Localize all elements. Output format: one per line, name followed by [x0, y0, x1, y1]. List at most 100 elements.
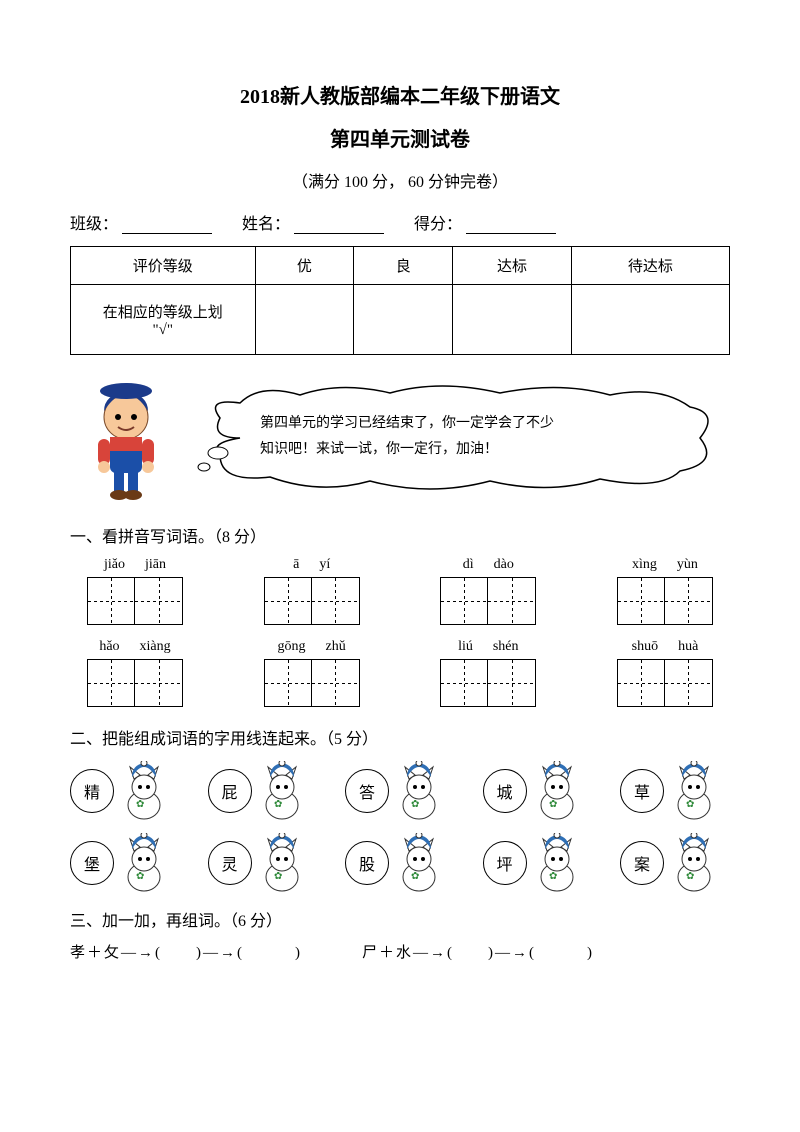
match-circle[interactable]: 坪 — [483, 841, 527, 885]
svg-text:✿: ✿ — [686, 871, 694, 882]
speech-text: 第四单元的学习已经结束了，你一定学会了不少 知识吧！来试一试，你一定行，加油！ — [260, 411, 554, 463]
py-group: jiǎo jiān — [70, 557, 200, 625]
svg-text:✿: ✿ — [274, 871, 282, 882]
py: yí — [319, 557, 330, 573]
tzg-cell[interactable] — [617, 577, 665, 625]
py-group: ā yí — [247, 557, 377, 625]
cat-icon: ✿ — [391, 761, 446, 821]
svg-text:✿: ✿ — [686, 799, 694, 810]
eval-header-3: 达标 — [453, 247, 572, 285]
py: xìng — [632, 557, 657, 573]
tzg-cell[interactable] — [135, 577, 183, 625]
speech-row: 第四单元的学习已经结束了，你一定学会了不少 知识吧！来试一试，你一定行，加油！ — [70, 373, 730, 503]
py: dì — [463, 557, 474, 573]
eval-header-4: 待达标 — [571, 247, 729, 285]
py: jiān — [145, 557, 166, 573]
py: shuō — [632, 639, 658, 655]
evaluation-table: 评价等级 优 良 达标 待达标 在相应的等级上划 "√" — [70, 246, 730, 355]
svg-text:✿: ✿ — [411, 799, 419, 810]
py: dào — [494, 557, 514, 573]
section3-heading: 三、加一加，再组词。（6 分） — [70, 907, 730, 931]
svg-text:✿: ✿ — [411, 871, 419, 882]
equation-row: 孝＋攵―→( )―→( ) 尸＋水―→( )―→( ) — [70, 941, 730, 962]
name-blank[interactable] — [294, 216, 384, 234]
name-label: 姓名： — [242, 210, 290, 234]
tzg-cell[interactable] — [488, 577, 536, 625]
svg-text:✿: ✿ — [549, 871, 557, 882]
eval-cell-liang[interactable] — [354, 285, 453, 355]
tzg-cell[interactable] — [312, 659, 360, 707]
py-group: hǎo xiàng — [70, 639, 200, 707]
cat-icon: ✿ — [116, 761, 171, 821]
svg-text:✿: ✿ — [274, 799, 282, 810]
eval-cell-daidabiao[interactable] — [571, 285, 729, 355]
tzg-cell[interactable] — [488, 659, 536, 707]
pinyin-row-2: hǎo xiàng gōng zhǔ liú shén shuō huà — [70, 639, 730, 707]
tzg-cell[interactable] — [264, 659, 312, 707]
match-circle[interactable]: 屁 — [208, 769, 252, 813]
match-circle[interactable]: 案 — [620, 841, 664, 885]
class-field: 班级： — [70, 210, 212, 234]
py: liú — [458, 639, 473, 655]
eval-header-0: 评价等级 — [71, 247, 256, 285]
tzg-cell[interactable] — [440, 659, 488, 707]
tzg-cell[interactable] — [440, 577, 488, 625]
subtitle: （满分 100 分， 60 分钟完卷） — [70, 168, 730, 192]
py: zhǔ — [326, 639, 346, 655]
cat-icon: ✿ — [666, 761, 721, 821]
tzg-cell[interactable] — [617, 659, 665, 707]
match-circle[interactable]: 堡 — [70, 841, 114, 885]
eval-cell-you[interactable] — [255, 285, 354, 355]
tzg-cell[interactable] — [135, 659, 183, 707]
score-field: 得分： — [414, 210, 556, 234]
title-line-2: 第四单元测试卷 — [70, 123, 730, 152]
eval-header-2: 良 — [354, 247, 453, 285]
tzg-cell[interactable] — [665, 659, 713, 707]
class-blank[interactable] — [122, 216, 212, 234]
tzg-cell[interactable] — [665, 577, 713, 625]
eval-row2-label: 在相应的等级上划 "√" — [71, 285, 256, 355]
title-line-1: 2018新人教版部编本二年级下册语文 — [70, 80, 730, 109]
py-group: shuō huà — [600, 639, 730, 707]
eval-header-1: 优 — [255, 247, 354, 285]
match-circle[interactable]: 答 — [345, 769, 389, 813]
tzg-cell[interactable] — [312, 577, 360, 625]
speech-line-2: 知识吧！来试一试，你一定行，加油！ — [260, 437, 554, 463]
match-circle[interactable]: 股 — [345, 841, 389, 885]
section2-heading: 二、把能组成词语的字用线连起来。（5 分） — [70, 725, 730, 749]
py: hǎo — [99, 639, 119, 655]
py: ā — [293, 557, 299, 573]
py: gōng — [278, 639, 306, 655]
equation-1: 孝＋攵―→( )―→( ) — [70, 941, 302, 962]
cat-icon: ✿ — [116, 833, 171, 893]
svg-text:✿: ✿ — [549, 799, 557, 810]
match-circle[interactable]: 灵 — [208, 841, 252, 885]
match-circle[interactable]: 精 — [70, 769, 114, 813]
student-info-row: 班级： 姓名： 得分： — [70, 210, 730, 234]
cat-icon: ✿ — [254, 833, 309, 893]
tzg-cell[interactable] — [87, 577, 135, 625]
match-row-1: 精 ✿ 屁 ✿ 答 ✿ 城 ✿ 草 ✿ — [70, 761, 730, 821]
match-circle[interactable]: 草 — [620, 769, 664, 813]
py: xiàng — [140, 639, 171, 655]
py: huà — [678, 639, 698, 655]
cat-icon: ✿ — [529, 833, 584, 893]
match-row-2: 堡 ✿ 灵 ✿ 股 ✿ 坪 ✿ 案 ✿ — [70, 833, 730, 893]
py: jiǎo — [104, 557, 125, 573]
eval-cell-dabiao[interactable] — [453, 285, 572, 355]
svg-text:✿: ✿ — [136, 871, 144, 882]
py-group: dì dào — [423, 557, 553, 625]
cat-icon: ✿ — [254, 761, 309, 821]
equation-2: 尸＋水―→( )―→( ) — [362, 941, 594, 962]
tzg-cell[interactable] — [264, 577, 312, 625]
py: shén — [493, 639, 519, 655]
svg-text:✿: ✿ — [136, 799, 144, 810]
cat-icon: ✿ — [391, 833, 446, 893]
score-blank[interactable] — [466, 216, 556, 234]
tzg-cell[interactable] — [87, 659, 135, 707]
pinyin-row-1: jiǎojiān āyí dìdào xìngyùn — [70, 557, 730, 625]
match-circle[interactable]: 城 — [483, 769, 527, 813]
name-field: 姓名： — [242, 210, 384, 234]
cat-icon: ✿ — [666, 833, 721, 893]
speech-line-1: 第四单元的学习已经结束了，你一定学会了不少 — [260, 411, 554, 437]
